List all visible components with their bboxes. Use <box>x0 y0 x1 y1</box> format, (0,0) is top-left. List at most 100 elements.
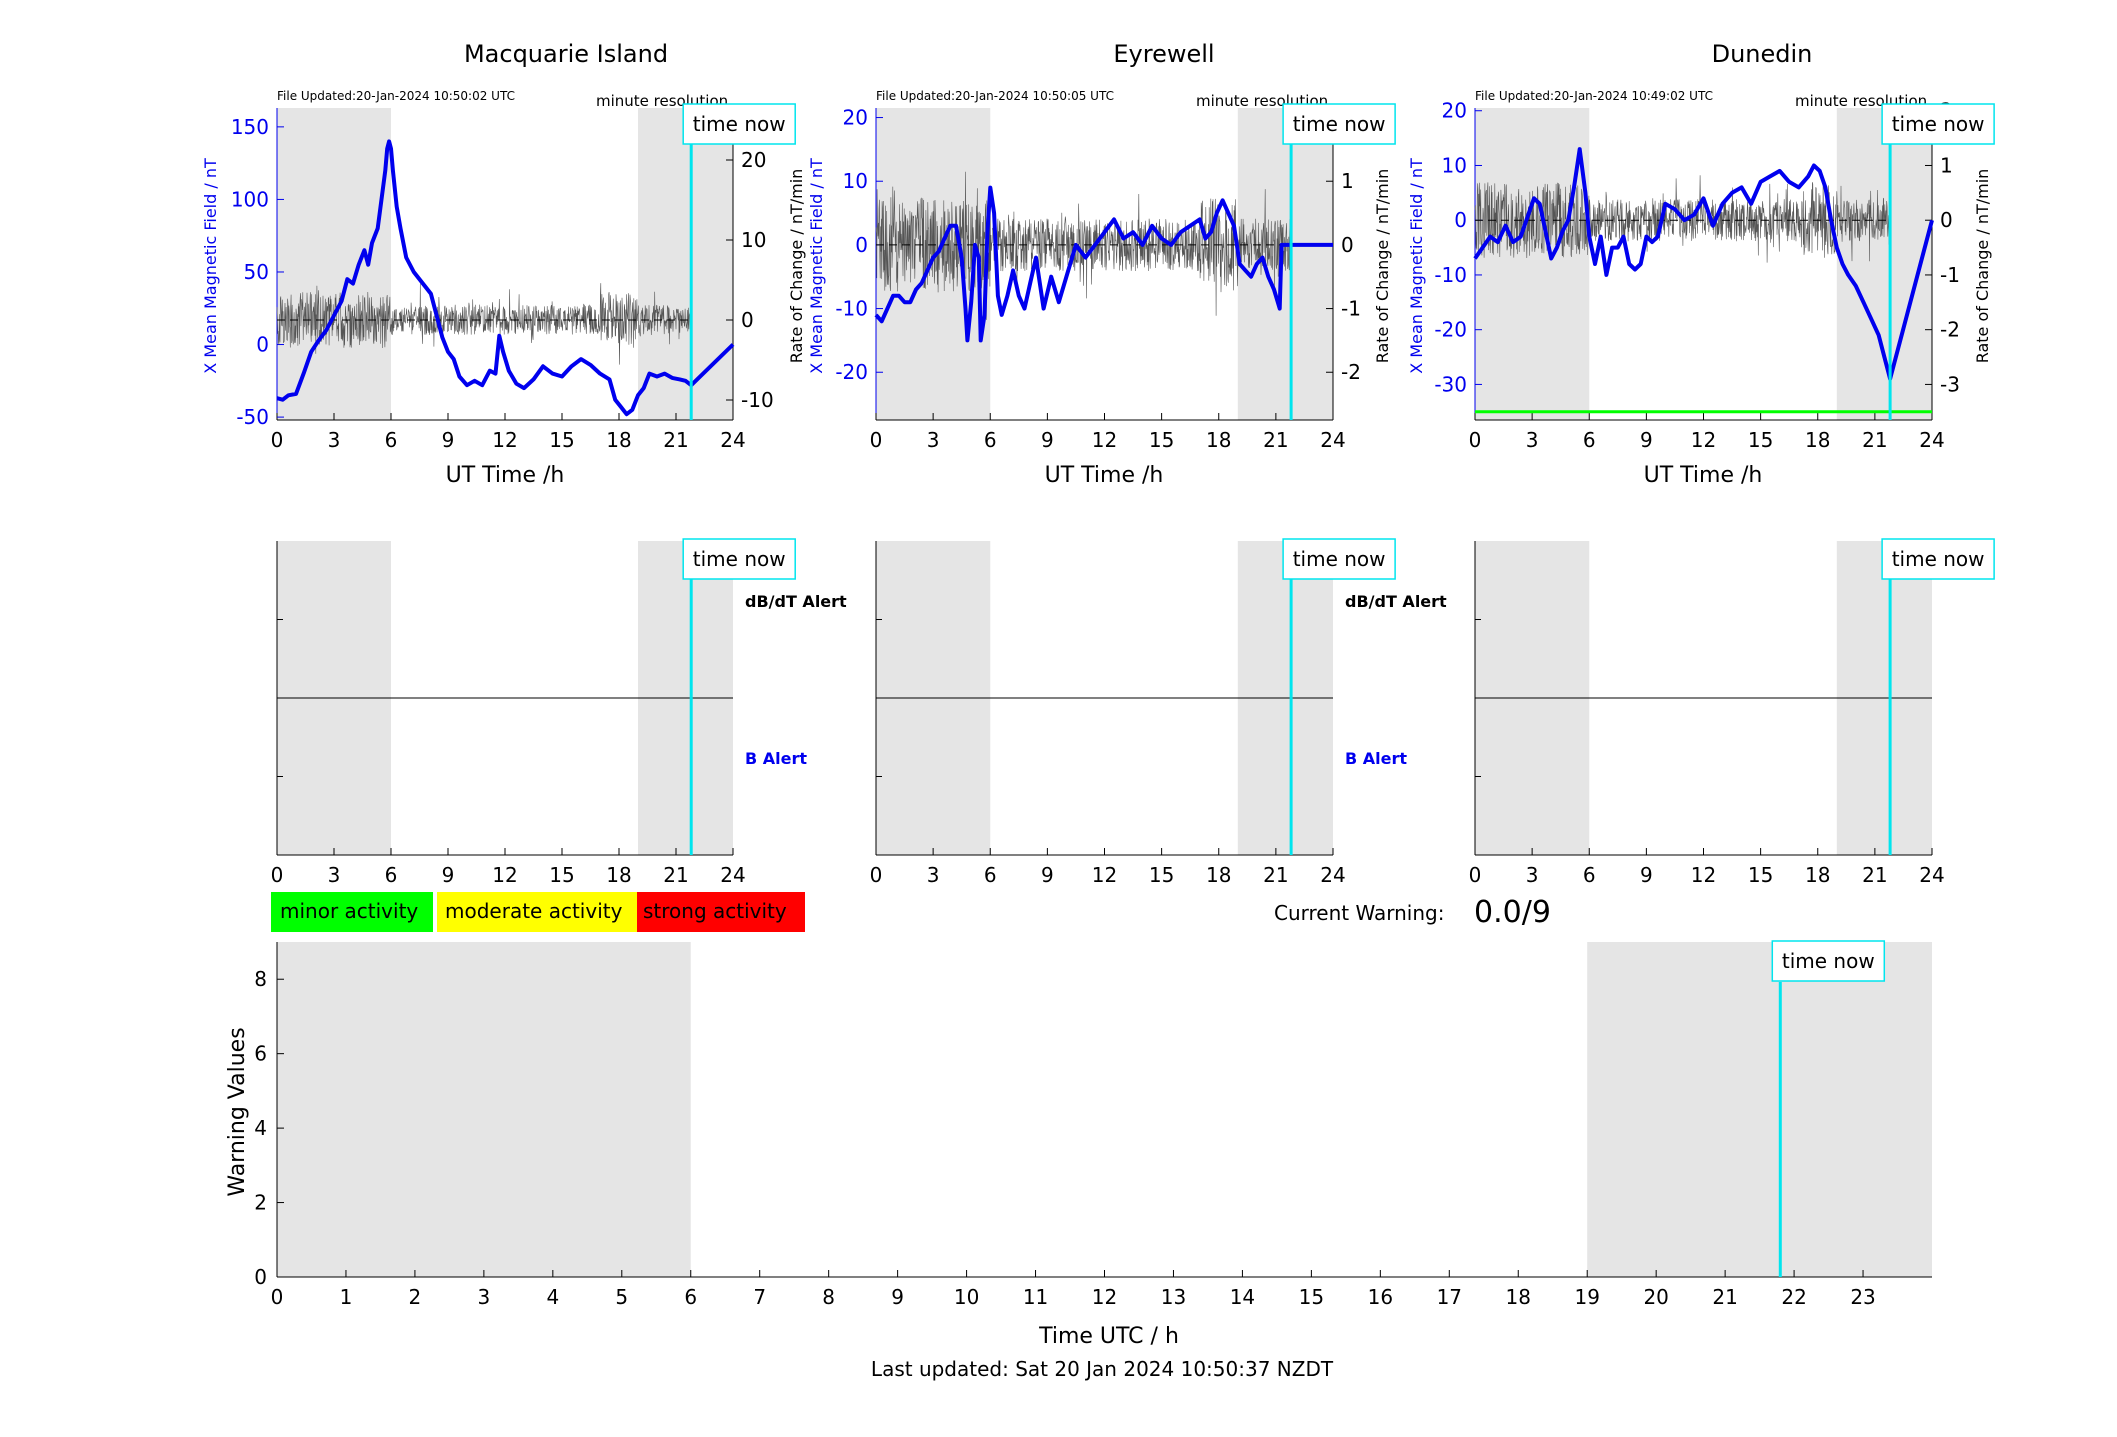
y-tick-label: 20 <box>843 106 868 130</box>
x-tick-label: 12 <box>492 863 517 887</box>
time-now-label: time now <box>1892 112 1985 136</box>
current-warning-label: Current Warning: <box>1274 901 1444 925</box>
xlabel-dunedin: UT Time /h <box>1644 463 1763 488</box>
time-now-box <box>1881 538 1995 580</box>
y2-tick-label: 20 <box>741 148 766 172</box>
y2-tick-label: -10 <box>741 388 774 412</box>
x-tick-label: 3 <box>927 428 940 452</box>
legend-strong-label: strong activity <box>643 899 787 923</box>
time-now-box <box>682 103 796 145</box>
y2-tick-label: 1 <box>1940 153 1953 177</box>
x-tick-label: 24 <box>720 428 745 452</box>
y-tick-label: 10 <box>843 169 868 193</box>
xlabel-macquarie: UT Time /h <box>446 463 565 488</box>
current-warning-value: 0.0/9 <box>1474 895 1551 930</box>
x-tick-label: 19 <box>1574 1285 1599 1309</box>
time-now-label: time now <box>693 112 786 136</box>
x-tick-label: 9 <box>891 1285 904 1309</box>
x-tick-label: 16 <box>1368 1285 1393 1309</box>
shaded-region <box>1836 108 1932 420</box>
dbdt-alert-label-eyrewell: dB/dT Alert <box>1345 592 1447 611</box>
file-updated-macquarie: File Updated:20-Jan-2024 10:50:02 UTC <box>277 89 515 103</box>
y-tick-label: 20 <box>1442 99 1467 123</box>
x-tick-label: 12 <box>1092 863 1117 887</box>
x-tick-label: 14 <box>1230 1285 1255 1309</box>
y2-tick-label: 1 <box>1341 169 1354 193</box>
time-now-box <box>1771 940 1886 982</box>
b-alert-label-eyrewell: B Alert <box>1345 749 1407 768</box>
panel-dunedin-alert: 0 3 6 9 12 15 18 21 24 time now <box>1469 538 1995 887</box>
x-tick-label: 5 <box>615 1285 628 1309</box>
shaded-region <box>277 942 691 1277</box>
x-tick-label: 15 <box>1299 1285 1324 1309</box>
time-now-label: time now <box>1293 547 1386 571</box>
ylabel-warning: Warning Values <box>225 1027 250 1196</box>
x-tick-label: 21 <box>663 863 688 887</box>
x-tick-label: 3 <box>478 1285 491 1309</box>
ylabel-dunedin: X Mean Magnetic Field / nT <box>1407 158 1426 374</box>
x-tick-label: 6 <box>385 863 398 887</box>
x-tick-label: 3 <box>1526 428 1539 452</box>
ylabel-eyrewell: X Mean Magnetic Field / nT <box>807 158 826 374</box>
x-tick-label: 0 <box>271 863 284 887</box>
y-tick-label: -20 <box>1434 318 1467 342</box>
y2-tick-label: -3 <box>1940 372 1960 396</box>
y-tick-label: 6 <box>254 1042 267 1066</box>
x-mean-field-line <box>874 185 1333 343</box>
x-tick-label: 12 <box>1092 1285 1117 1309</box>
y-tick-label: -10 <box>835 297 868 321</box>
shaded-region <box>1587 942 1932 1277</box>
time-now-label: time now <box>1892 547 1985 571</box>
dbdt-alert-label-macquarie: dB/dT Alert <box>745 592 847 611</box>
x-tick-label: 20 <box>1643 1285 1668 1309</box>
legend-moderate-box <box>437 892 637 932</box>
x-tick-label: 3 <box>1526 863 1539 887</box>
y-tick-label: 0 <box>1454 208 1467 232</box>
y2-tick-label: -2 <box>1341 360 1361 384</box>
x-tick-label: 24 <box>1320 863 1345 887</box>
y-tick-label: 0 <box>855 233 868 257</box>
y2-tick-label: 0 <box>741 308 754 332</box>
x-tick-label: 18 <box>1506 1285 1531 1309</box>
x-tick-label: 11 <box>1023 1285 1048 1309</box>
time-now-label: time now <box>1782 949 1875 973</box>
x-tick-label: 9 <box>442 863 455 887</box>
y2label-dunedin: Rate of Change / nT/min <box>1973 169 1992 364</box>
last-updated: Last updated: Sat 20 Jan 2024 10:50:37 N… <box>871 1357 1334 1381</box>
x-mean-field-line <box>276 139 735 417</box>
time-now-box <box>682 538 796 580</box>
x-tick-label: 1 <box>340 1285 353 1309</box>
x-tick-label: 18 <box>606 428 631 452</box>
shaded-region <box>638 108 733 420</box>
x-tick-label: 15 <box>1748 428 1773 452</box>
x-tick-label: 21 <box>1712 1285 1737 1309</box>
x-tick-label: 9 <box>1041 428 1054 452</box>
x-tick-label: 24 <box>1320 428 1345 452</box>
title-eyrewell: Eyrewell <box>1113 40 1214 68</box>
x-tick-label: 6 <box>684 1285 697 1309</box>
panel-dunedin: 03691215182124-30-20-1001020-3-2-1012tim… <box>1434 99 1995 452</box>
x-tick-label: 3 <box>927 863 940 887</box>
time-now-label: time now <box>1293 112 1386 136</box>
x-tick-label: 17 <box>1437 1285 1462 1309</box>
x-tick-label: 21 <box>1862 863 1887 887</box>
time-now-label: time now <box>693 547 786 571</box>
x-tick-label: 15 <box>549 863 574 887</box>
legend-minor-box <box>271 892 433 932</box>
xlabel-warning: Time UTC / h <box>1038 1324 1179 1349</box>
y2-tick-label: -2 <box>1940 318 1960 342</box>
legend-strong-box <box>637 892 805 932</box>
x-tick-label: 9 <box>1640 428 1653 452</box>
y-tick-label: 0 <box>256 333 269 357</box>
shaded-region <box>277 108 391 420</box>
x-tick-label: 23 <box>1850 1285 1875 1309</box>
x-tick-label: 3 <box>328 428 341 452</box>
y-tick-label: 100 <box>231 187 269 211</box>
x-tick-label: 6 <box>385 428 398 452</box>
x-tick-label: 9 <box>1640 863 1653 887</box>
shaded-region <box>1475 108 1590 420</box>
